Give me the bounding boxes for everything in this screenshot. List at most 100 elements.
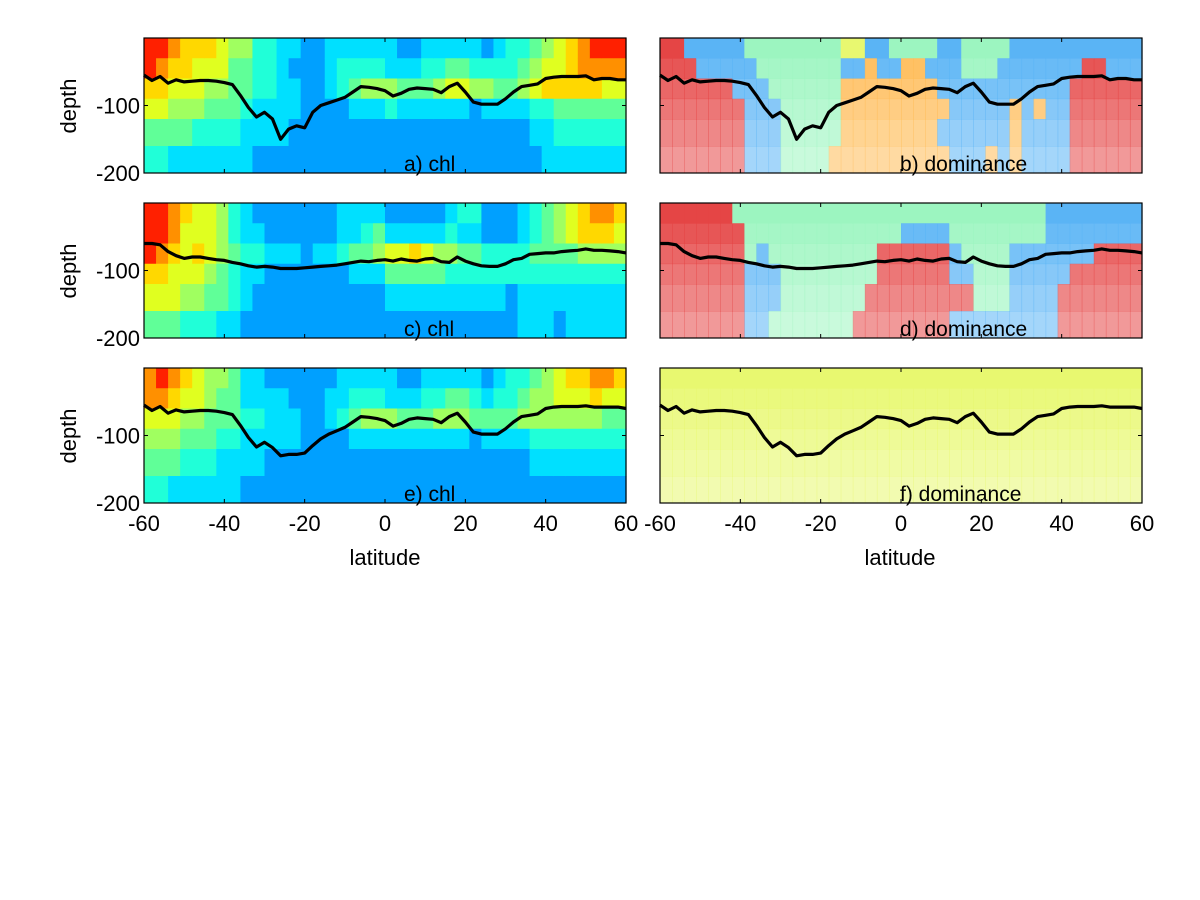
heatmap-cell	[312, 78, 326, 100]
heatmap-cell	[216, 368, 229, 389]
heatmap-cell	[660, 119, 673, 147]
heatmap-cell	[553, 203, 567, 224]
heatmap-cell	[888, 311, 902, 339]
heatmap-cell	[397, 203, 410, 224]
heatmap-cell	[457, 58, 470, 79]
heatmap-cell	[336, 243, 350, 265]
heatmap-cell	[168, 388, 181, 409]
heatmap-cell	[565, 223, 579, 244]
heatmap-cell	[192, 58, 205, 79]
heatmap-cell	[1117, 119, 1131, 147]
heatmap-cell	[553, 78, 567, 100]
heatmap-cell	[457, 284, 470, 312]
heatmap-cell	[684, 203, 697, 224]
heatmap-cell	[1105, 119, 1119, 147]
heatmap-cell	[168, 476, 181, 504]
heatmap-cell	[144, 58, 157, 79]
heatmap-cell	[780, 146, 794, 174]
heatmap-cell	[792, 428, 806, 450]
heatmap-cell	[1045, 223, 1059, 244]
heatmap-cell	[481, 119, 495, 147]
heatmap-cell	[156, 38, 169, 59]
heatmap-cell	[864, 98, 878, 120]
heatmap-cell	[1009, 284, 1023, 312]
heatmap-cell	[949, 58, 962, 79]
heatmap-cell	[264, 449, 278, 477]
heatmap-cell	[168, 284, 181, 312]
heatmap-cell	[216, 263, 229, 285]
heatmap-cell	[1129, 408, 1143, 430]
heatmap-cell	[708, 98, 721, 120]
heatmap-cell	[517, 476, 531, 504]
heatmap-cell	[1117, 449, 1131, 477]
heatmap-cell	[828, 368, 842, 389]
y-tick-label: -100	[96, 424, 140, 449]
heatmap-cell	[553, 38, 567, 59]
heatmap-cell	[589, 58, 603, 79]
heatmap-cell	[421, 119, 434, 147]
heatmap-cell	[589, 428, 603, 450]
heatmap-cell	[1021, 98, 1035, 120]
heatmap-cell	[517, 284, 531, 312]
heatmap-cell	[732, 223, 745, 244]
heatmap-cell	[816, 388, 830, 409]
heatmap-cell	[565, 449, 579, 477]
heatmap-cell	[780, 311, 794, 339]
heatmap-cell	[565, 119, 579, 147]
heatmap-cell	[300, 223, 314, 244]
heatmap-cell	[949, 263, 962, 285]
heatmap-cell	[601, 78, 615, 100]
heatmap-cell	[613, 284, 627, 312]
heatmap-cell	[469, 223, 482, 244]
heatmap-cell	[505, 58, 519, 79]
heatmap-cell	[541, 58, 555, 79]
heatmap-cell	[553, 98, 567, 120]
ylabel-row2: depth	[56, 243, 81, 298]
heatmap-cell	[1069, 476, 1083, 504]
heatmap-cell	[300, 38, 314, 59]
heatmap-cell	[997, 119, 1011, 147]
heatmap-cell	[937, 203, 950, 224]
heatmap-cell	[720, 223, 733, 244]
heatmap-cell	[1129, 38, 1143, 59]
heatmap-cell	[457, 368, 470, 389]
heatmap-cell	[1045, 388, 1059, 409]
heatmap-cell	[493, 368, 507, 389]
heatmap-cell	[901, 388, 914, 409]
heatmap-cell	[1117, 58, 1131, 79]
heatmap-cell	[240, 408, 254, 430]
heatmap-cell	[684, 223, 697, 244]
heatmap-cell	[888, 476, 902, 504]
heatmap-cell	[1081, 38, 1095, 59]
heatmap-cell	[481, 428, 495, 450]
heatmap-cell	[1045, 449, 1059, 477]
heatmap-cell	[840, 284, 854, 312]
heatmap-cell	[1093, 476, 1107, 504]
heatmap-cell	[372, 98, 386, 120]
heatmap-cell	[1057, 388, 1071, 409]
heatmap-cell	[601, 476, 615, 504]
heatmap-cell	[756, 38, 770, 59]
heatmap-cell	[961, 476, 974, 504]
heatmap-cell	[445, 284, 458, 312]
heatmap-cell	[660, 388, 673, 409]
heatmap-cell	[1009, 408, 1023, 430]
panel-title: b) dominance	[900, 153, 1027, 176]
heatmap-cell	[1045, 428, 1059, 450]
heatmap-cell	[397, 428, 410, 450]
heatmap-cell	[360, 119, 374, 147]
heatmap-cell	[312, 449, 326, 477]
heatmap-cell	[228, 98, 241, 120]
heatmap-cell	[601, 408, 615, 430]
heatmap-cell	[852, 98, 866, 120]
heatmap-cell	[252, 243, 266, 265]
heatmap-cell	[864, 284, 878, 312]
heatmap-cell	[168, 58, 181, 79]
heatmap-cell	[228, 146, 241, 174]
heatmap-cell	[168, 428, 181, 450]
heatmap-cell	[409, 428, 422, 450]
heatmap-cell	[985, 449, 998, 477]
heatmap-cell	[493, 146, 507, 174]
heatmap-cell	[937, 146, 950, 174]
heatmap-cell	[385, 146, 398, 174]
